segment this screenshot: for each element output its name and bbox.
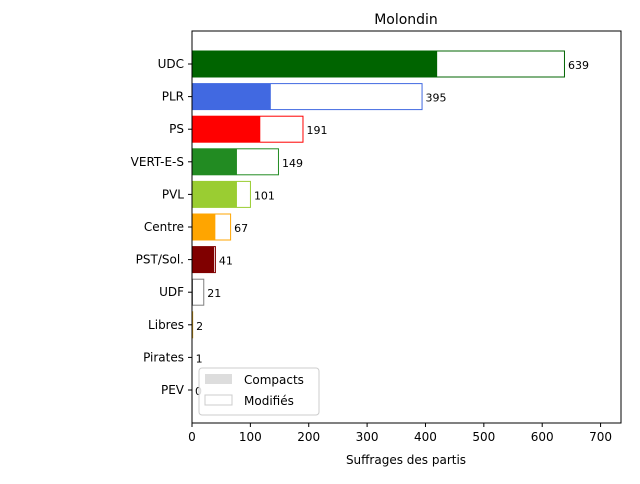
value-label-centre: 67	[234, 222, 248, 235]
value-label-udc: 639	[568, 59, 589, 72]
y-tick-label-pst-sol: PST/Sol.	[136, 253, 184, 267]
value-label-ps: 191	[306, 124, 327, 137]
value-label-udf: 21	[207, 287, 221, 300]
y-tick-label-udc: UDC	[158, 57, 184, 71]
value-label-libres: 2	[196, 320, 203, 333]
x-ticks: 0 100 200 300 400 500 600 700	[188, 423, 612, 444]
legend-label-modifies: Modifiés	[244, 394, 294, 408]
value-label-pst-sol: 41	[219, 255, 233, 268]
legend: Compacts Modifiés	[199, 368, 319, 415]
bar-compacts-ps	[192, 116, 260, 142]
bars-group	[192, 51, 564, 338]
bar-outline-udf	[193, 279, 204, 305]
bar-compacts-udc	[192, 51, 437, 77]
y-tick-label-udf: UDF	[159, 285, 184, 299]
y-tick-label-pev: PEV	[161, 383, 185, 397]
legend-swatch-compacts	[205, 374, 232, 384]
y-tick-label-pvl: PVL	[162, 187, 184, 201]
value-label-plr: 395	[426, 92, 447, 105]
bar-compacts-centre	[192, 214, 215, 240]
y-tick-labels: UDC PLR PS VERT-E-S PVL Centre PST/Sol. UDF Libr…	[131, 57, 192, 397]
chart-title: Molondin	[374, 12, 438, 28]
y-tick-label-centre: Centre	[144, 220, 184, 234]
x-axis-label: Suffrages des partis	[346, 453, 466, 467]
x-tick-label: 300	[356, 430, 379, 444]
legend-swatch-modifies	[205, 395, 232, 405]
y-tick-label-pirates: Pirates	[143, 350, 184, 364]
bar-compacts-vert-e-s	[192, 149, 237, 175]
bar-compacts-pst-sol	[192, 247, 214, 273]
x-tick-label: 500	[472, 430, 495, 444]
y-tick-label-vert-e-s: VERT-E-S	[131, 155, 184, 169]
x-tick-label: 100	[239, 430, 262, 444]
value-label-pirates: 1	[196, 352, 203, 365]
bar-compacts-pvl	[192, 181, 237, 207]
value-label-pvl: 101	[254, 189, 275, 202]
y-tick-label-plr: PLR	[162, 90, 184, 104]
bar-compacts-plr	[192, 84, 271, 110]
legend-label-compacts: Compacts	[244, 373, 304, 387]
y-tick-label-libres: Libres	[148, 318, 184, 332]
x-tick-label: 400	[414, 430, 437, 444]
x-tick-label: 200	[297, 430, 320, 444]
x-tick-label: 600	[531, 430, 554, 444]
x-tick-label: 0	[188, 430, 196, 444]
x-tick-label: 700	[589, 430, 612, 444]
value-label-vert-e-s: 149	[282, 157, 303, 170]
y-tick-label-ps: PS	[169, 122, 184, 136]
